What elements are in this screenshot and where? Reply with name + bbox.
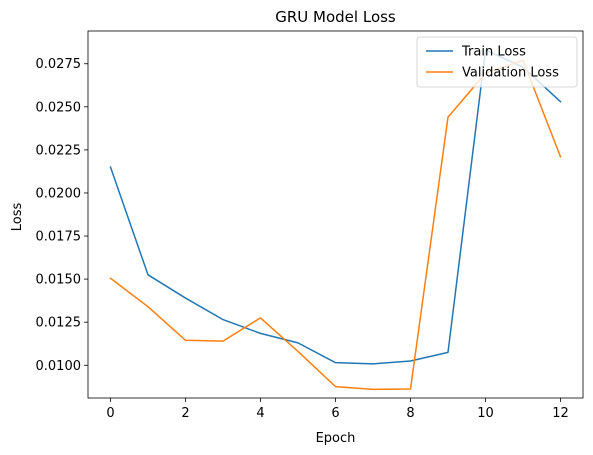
plot-area xyxy=(109,49,562,391)
x-tick-label: 0 xyxy=(106,406,114,421)
legend-label: Train Loss xyxy=(461,45,526,60)
x-tick-label: 6 xyxy=(331,406,339,421)
y-tick-label: 0.0200 xyxy=(36,186,82,201)
legend-label: Validation Loss xyxy=(462,66,559,81)
x-tick-label: 10 xyxy=(477,406,494,421)
y-tick-label: 0.0225 xyxy=(36,143,82,158)
x-axis-title: Epoch xyxy=(316,431,356,446)
y-axis-title: Loss xyxy=(10,203,25,232)
legend: Train Loss Validation Loss xyxy=(416,36,578,88)
chart-title: GRU Model Loss xyxy=(275,8,396,26)
y-tick-label: 0.0175 xyxy=(36,230,82,245)
y-tick-label: 0.0100 xyxy=(36,359,82,374)
x-tick-label: 12 xyxy=(552,406,569,421)
y-tick-label: 0.0275 xyxy=(36,57,82,72)
x-tick-label: 8 xyxy=(406,406,414,421)
axes: 0 2 4 6 8 10 12 0.0100 0.0125 0.0150 0.0175 0.0200 0… xyxy=(36,30,584,421)
x-tick-label: 4 xyxy=(256,406,264,421)
series-line-validation-loss xyxy=(109,59,562,391)
x-tick-label: 2 xyxy=(181,406,189,421)
legend-box xyxy=(416,36,578,88)
y-tick-label: 0.0250 xyxy=(36,100,82,115)
series-line-train-loss xyxy=(109,49,562,365)
y-tick-label: 0.0150 xyxy=(36,273,82,288)
y-tick-label: 0.0125 xyxy=(36,316,82,331)
